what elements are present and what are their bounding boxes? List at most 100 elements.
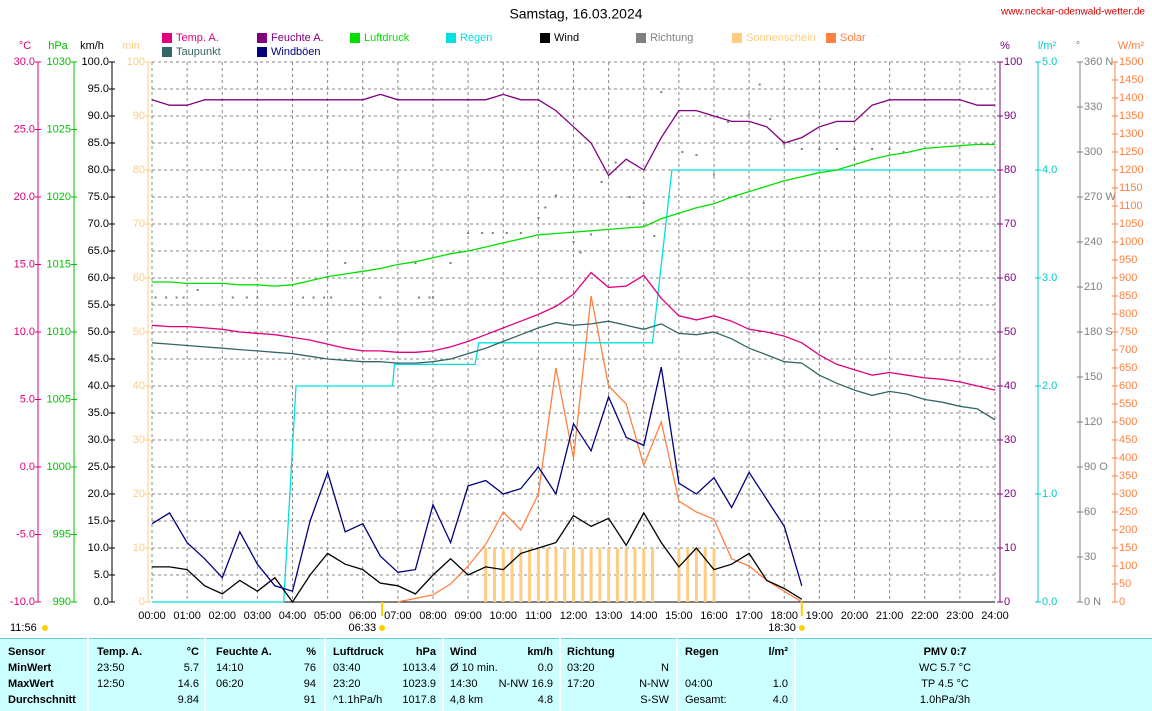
table-header: Richtung: [567, 646, 615, 658]
y-tick-label: 1000: [47, 461, 71, 473]
y-tick-label: 180 S: [1084, 326, 1113, 338]
direction-dot: [554, 194, 557, 197]
x-tick-label: 23:00: [946, 610, 974, 622]
y-tick-label: 850: [1119, 290, 1137, 302]
direction-dot: [182, 296, 185, 299]
direction-dot: [800, 148, 803, 150]
x-tick-label: 10:00: [489, 610, 517, 622]
direction-dot: [154, 296, 157, 299]
y-tick-label: 55.0: [88, 299, 109, 311]
y-tick-label: 60: [133, 272, 145, 284]
y-tick-label: 1350: [1119, 110, 1143, 122]
y-tick-label: 45.0: [88, 353, 109, 365]
axis-unit: hPa: [48, 40, 68, 52]
sunshine-bar: [624, 548, 628, 602]
direction-dot: [175, 296, 178, 299]
table-header: Luftdruck: [333, 646, 385, 658]
table-cell: 5.7: [184, 662, 199, 674]
axis-unit: °: [1076, 40, 1080, 52]
y-tick-label: 20.0: [14, 191, 35, 203]
x-tick-label: 11:00: [525, 610, 552, 622]
y-tick-label: 50: [133, 326, 145, 338]
y-tick-label: 20: [1004, 488, 1016, 500]
y-tick-label: 0 N: [1084, 596, 1101, 608]
y-tick-label: 10: [133, 542, 145, 554]
y-tick-label: 120: [1084, 416, 1102, 428]
table-cell: 17:20: [567, 678, 595, 690]
legend-label: Luftdruck: [364, 32, 410, 44]
y-tick-label: 1005: [47, 393, 71, 405]
axis-unit: l/m²: [1038, 40, 1057, 52]
y-tick-label: 1015: [47, 258, 71, 270]
y-tick-label: 900: [1119, 272, 1137, 284]
y-tick-label: 1050: [1119, 218, 1143, 230]
table-cell: 03:20: [567, 662, 595, 674]
x-tick-label: 05:00: [314, 610, 342, 622]
table-cell: 1013.4: [402, 662, 436, 674]
direction-dot: [196, 289, 199, 291]
direction-dot: [600, 181, 603, 183]
sunshine-bar: [501, 548, 505, 602]
sunshine-bar: [554, 548, 558, 602]
legend-swatch: [446, 33, 456, 43]
direction-dot: [653, 235, 656, 237]
y-tick-label: 85.0: [88, 137, 109, 149]
x-tick-label: 14:00: [630, 610, 658, 622]
direction-dot: [758, 83, 761, 86]
y-tick-label: -5.0: [16, 528, 35, 540]
axis-unit: km/h: [80, 40, 104, 52]
x-tick-label: 04:00: [279, 610, 307, 622]
sunshine-bar: [572, 548, 575, 602]
table-cell: N: [661, 662, 669, 674]
y-tick-label: 40: [133, 380, 145, 392]
y-tick-label: 360 N: [1084, 56, 1113, 68]
sunshine-bar: [677, 548, 681, 602]
sun-dot: [798, 625, 805, 631]
legend-swatch: [826, 33, 836, 43]
y-tick-label: 950: [1119, 254, 1137, 266]
sunshine-bar: [615, 548, 619, 602]
y-tick-label: 1150: [1119, 182, 1143, 194]
y-tick-label: 1200: [1119, 164, 1143, 176]
y-tick-label: 25.0: [88, 461, 109, 473]
y-tick-label: 1500: [1119, 56, 1143, 68]
series-line: [151, 320, 996, 421]
legend-label: Feuchte A.: [271, 32, 324, 44]
x-tick-label: 16:00: [700, 610, 728, 622]
direction-dot: [695, 154, 698, 156]
legend-swatch: [257, 47, 267, 57]
y-tick-label: 0.0: [94, 596, 109, 608]
x-tick-label: 00:00: [138, 610, 166, 622]
table-cell: 4.0: [773, 694, 788, 706]
y-tick-label: 70: [1004, 218, 1016, 230]
table-cell: S-SW: [640, 694, 669, 706]
row-label: Durchschnitt: [8, 694, 76, 706]
table-cell: 06:20: [216, 678, 244, 690]
legend-label: Solar: [840, 32, 866, 44]
y-tick-label: 65.0: [88, 245, 109, 257]
y-tick-label: 1400: [1119, 92, 1143, 104]
table-background: [0, 638, 1152, 711]
table-cell: 14.6: [178, 678, 199, 690]
direction-dot: [323, 296, 326, 299]
direction-dot: [579, 251, 582, 254]
direction-dot: [449, 262, 452, 264]
sunshine-bar: [528, 548, 532, 602]
axis-unit: °C: [19, 40, 31, 52]
legend-swatch: [540, 33, 550, 43]
table-border: [0, 638, 1152, 639]
y-tick-label: 40: [1004, 380, 1016, 392]
y-tick-label: 30: [1004, 434, 1016, 446]
y-tick-label: 90.0: [88, 110, 109, 122]
y-tick-label: 50.0: [88, 326, 109, 338]
table-header: Sensor: [8, 646, 46, 658]
y-tick-label: 0: [139, 596, 145, 608]
y-tick-label: 400: [1119, 452, 1137, 464]
series-line: [151, 366, 803, 593]
y-tick-label: 15.0: [88, 515, 109, 527]
direction-dot: [414, 262, 417, 264]
sunshine-bar: [703, 548, 707, 602]
direction-dot: [783, 143, 786, 146]
